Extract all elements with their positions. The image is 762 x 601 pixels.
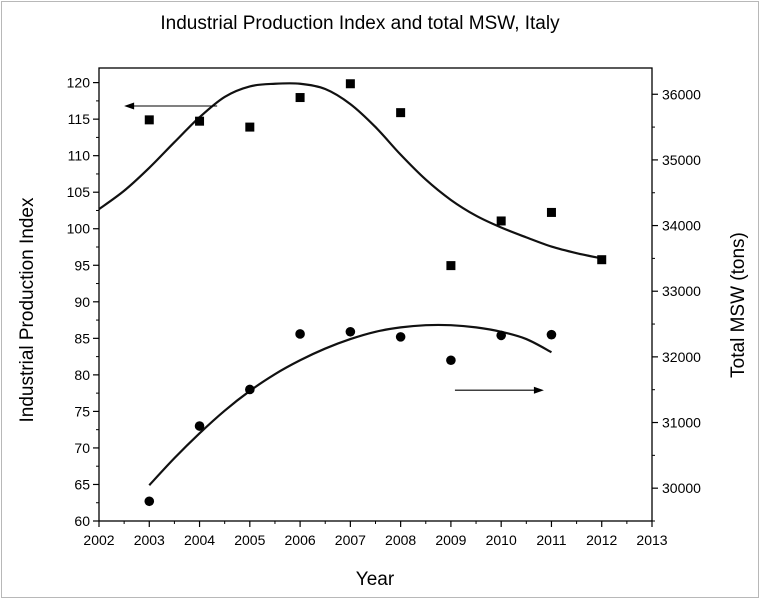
right-y-tick-label: 36000 (662, 86, 701, 102)
msw-point (245, 122, 255, 132)
msw-point (295, 93, 305, 103)
ipi-point (144, 496, 155, 507)
x-axis-label: Year (356, 569, 395, 590)
right-y-axis: 30000 31000 32000 33000 34000 35000 36000 (652, 86, 701, 522)
left-y-tick-label: 110 (68, 148, 91, 164)
msw-point (144, 115, 154, 125)
x-tick-label: 2013 (636, 532, 667, 548)
right-y-tick-label: 34000 (662, 218, 701, 234)
ipi-point (245, 384, 255, 395)
data-markers (144, 79, 607, 507)
x-tick-label: 2004 (184, 532, 215, 548)
arrow-right-head (533, 386, 544, 394)
fit-curves (98, 82, 602, 486)
x-tick-label: 2003 (134, 532, 165, 548)
x-tick-label: 2012 (586, 532, 617, 548)
left-y-tick-label: 115 (68, 111, 91, 127)
right-y-tick-label: 33000 (662, 283, 701, 299)
left-y-tick-label: 70 (74, 440, 90, 456)
ipi-point (345, 326, 356, 337)
msw-fit-curve (98, 82, 602, 260)
x-tick-label: 2009 (435, 532, 466, 548)
ipi-point (395, 332, 406, 342)
msw-point (496, 216, 506, 226)
left-y-tick-label: 95 (74, 257, 90, 273)
left-y-tick-label: 65 (74, 476, 90, 492)
ipi-point (496, 330, 506, 341)
x-tick-label: 2002 (83, 532, 114, 548)
msw-point (546, 207, 556, 217)
msw-point (446, 261, 456, 271)
x-tick-label: 2005 (234, 532, 265, 548)
right-y-tick-label: 31000 (662, 415, 701, 431)
left-y-tick-label: 90 (74, 294, 90, 310)
x-tick-label: 2011 (536, 532, 566, 548)
ipi-fit-curve (148, 323, 552, 486)
msw-point (597, 255, 607, 265)
x-tick-label: 2007 (335, 532, 366, 548)
msw-point (345, 79, 355, 89)
ipi-point (194, 421, 205, 431)
left-y-tick-label: 60 (74, 513, 90, 529)
left-y-tick-label: 85 (74, 330, 90, 346)
left-y-tick-label: 80 (74, 367, 90, 383)
axis-arrows (124, 102, 544, 394)
chart-title: Industrial Production Index and total MS… (160, 13, 560, 34)
x-tick-label: 2010 (486, 532, 517, 548)
x-tick-label: 2008 (385, 532, 416, 548)
left-y-tick-label: 120 (67, 75, 91, 91)
x-tick-label: 2006 (285, 532, 316, 548)
left-y-tick-label: 100 (67, 221, 91, 237)
left-y-tick-label: 75 (74, 403, 90, 419)
x-axis: 2002 2003 2004 2005 2006 2007 2008 2009 2010 2011… (83, 521, 668, 548)
right-y-tick-label: 30000 (662, 480, 701, 496)
msw-point (396, 108, 406, 118)
right-y-tick-label: 32000 (662, 349, 701, 365)
msw-point (195, 116, 205, 126)
ipi-point (295, 329, 305, 339)
arrow-left-head (124, 102, 135, 110)
left-y-axis-label: Industrial Production Index (17, 197, 38, 422)
ipi-point (446, 355, 456, 366)
right-y-axis-label: Total MSW (tons) (728, 232, 749, 378)
right-y-tick-label: 35000 (662, 152, 701, 168)
left-y-tick-label: 105 (67, 184, 91, 200)
left-y-axis: 60 65 70 75 80 85 90 95 100 105 110 115 120 (67, 75, 99, 529)
ipi-point (546, 329, 557, 340)
